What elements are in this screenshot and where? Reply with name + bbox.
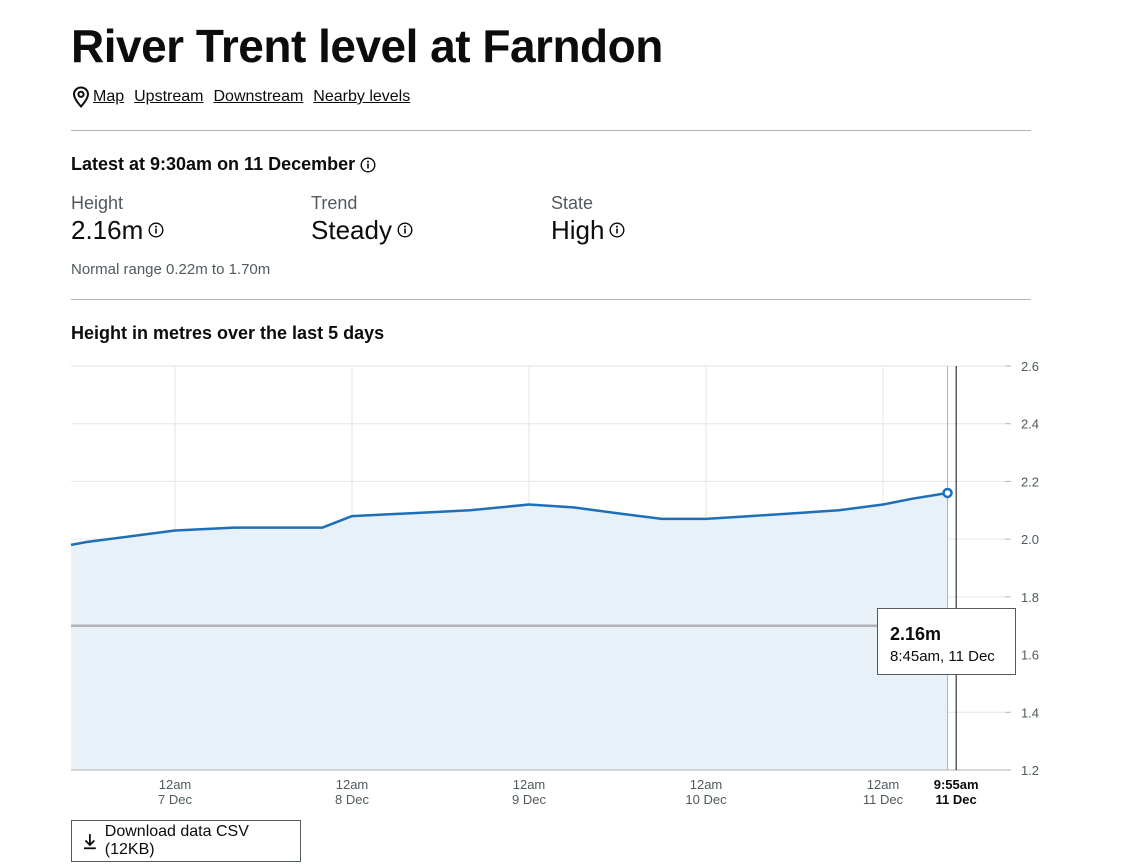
x-tick-label: 9:55am [934, 777, 979, 792]
trend-stat: Trend Steady [311, 192, 413, 246]
y-tick-label: 2.2 [1021, 474, 1039, 489]
y-tick-label: 1.6 [1021, 648, 1039, 663]
x-tick-label: 8 Dec [335, 792, 369, 807]
divider [71, 130, 1031, 131]
downstream-link[interactable]: Downstream [213, 88, 304, 105]
info-icon[interactable] [360, 156, 376, 173]
x-tick-label: 12am [690, 777, 723, 792]
page-title: River Trent level at Farndon [71, 20, 663, 72]
station-links: Map Upstream Downstream Nearby levels [71, 86, 420, 108]
map-pin-icon [72, 86, 90, 108]
latest-point [942, 487, 953, 499]
download-label: Download data CSV (12KB) [104, 823, 249, 858]
chart-tooltip: 2.16m 8:45am, 11 Dec [877, 608, 1016, 675]
download-icon [83, 833, 96, 849]
download-csv-button[interactable]: Download data CSV (12KB) [71, 820, 301, 862]
x-tick-label: 12am [336, 777, 369, 792]
y-tick-label: 2.4 [1021, 417, 1039, 432]
area-fill [71, 493, 948, 770]
state-value: High [551, 215, 605, 245]
y-tick-label: 1.8 [1021, 590, 1039, 605]
height-value: 2.16m [71, 215, 144, 245]
trend-value: Steady [311, 215, 392, 245]
x-tick-label: 7 Dec [158, 792, 192, 807]
map-link[interactable]: Map [93, 88, 125, 105]
info-icon[interactable] [148, 222, 164, 238]
y-tick-label: 1.4 [1021, 705, 1039, 720]
nearby-levels-link[interactable]: Nearby levels [313, 88, 411, 105]
y-tick-label: 2.6 [1021, 359, 1039, 374]
state-stat: State High [551, 192, 625, 246]
x-tick-label: 11 Dec [936, 792, 977, 807]
tooltip-time: 8:45am, 11 Dec [890, 648, 995, 665]
info-icon[interactable] [397, 222, 413, 238]
height-stat: Height 2.16m [71, 192, 164, 246]
y-tick-label: 2.0 [1021, 532, 1039, 547]
x-tick-label: 9 Dec [512, 792, 546, 807]
trend-label: Trend [311, 193, 358, 213]
x-tick-label: 12am [867, 777, 900, 792]
chart-title: Height in metres over the last 5 days [71, 323, 385, 343]
y-tick-label: 1.2 [1021, 763, 1039, 778]
x-tick-label: 10 Dec [685, 792, 727, 807]
height-label: Height [71, 193, 124, 213]
info-icon[interactable] [609, 222, 625, 238]
upstream-link[interactable]: Upstream [134, 88, 204, 105]
latest-heading: Latest at 9:30am on 11 December [71, 154, 376, 175]
latest-title-text: Latest at 9:30am on 11 December [71, 154, 356, 174]
tooltip-value: 2.16m [890, 624, 942, 644]
divider [71, 299, 1031, 300]
normal-range: Normal range 0.22m to 1.70m [71, 261, 271, 278]
state-label: State [551, 193, 594, 213]
x-tick-label: 12am [159, 777, 192, 792]
x-tick-label: 12am [513, 777, 546, 792]
series-line [70, 491, 948, 547]
x-tick-label: 11 Dec [863, 792, 904, 807]
